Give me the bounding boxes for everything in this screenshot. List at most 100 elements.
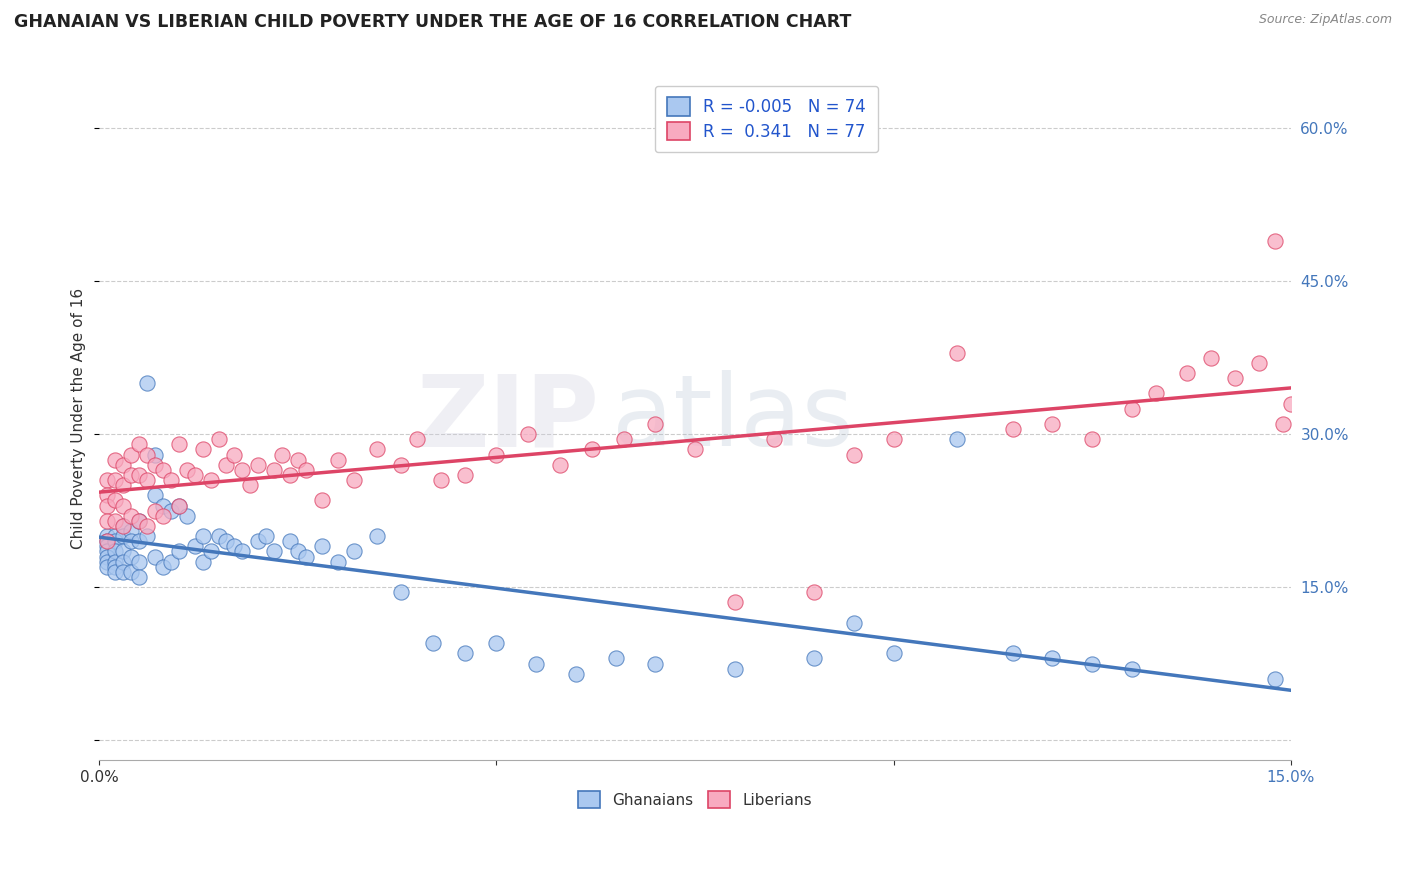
Point bbox=[389, 585, 412, 599]
Point bbox=[96, 473, 118, 487]
Point bbox=[96, 488, 118, 502]
Point bbox=[224, 539, 246, 553]
Point bbox=[112, 555, 135, 569]
Point bbox=[167, 437, 190, 451]
Point bbox=[1081, 432, 1104, 446]
Point bbox=[128, 514, 150, 528]
Point bbox=[128, 467, 150, 482]
Point bbox=[231, 463, 253, 477]
Point bbox=[136, 448, 159, 462]
Point bbox=[120, 534, 142, 549]
Point bbox=[104, 559, 127, 574]
Point bbox=[191, 555, 214, 569]
Point bbox=[152, 499, 174, 513]
Point bbox=[96, 559, 118, 574]
Point bbox=[278, 534, 301, 549]
Point bbox=[104, 534, 127, 549]
Point bbox=[112, 529, 135, 543]
Point bbox=[215, 534, 238, 549]
Text: Source: ZipAtlas.com: Source: ZipAtlas.com bbox=[1258, 13, 1392, 27]
Point bbox=[548, 458, 571, 472]
Point bbox=[946, 432, 969, 446]
Point bbox=[96, 544, 118, 558]
Point bbox=[136, 529, 159, 543]
Point bbox=[183, 539, 205, 553]
Point bbox=[1271, 417, 1294, 431]
Point bbox=[112, 565, 135, 579]
Point bbox=[422, 636, 444, 650]
Point bbox=[295, 549, 318, 564]
Point bbox=[803, 585, 825, 599]
Point bbox=[96, 555, 118, 569]
Point bbox=[96, 499, 118, 513]
Point bbox=[1001, 422, 1024, 436]
Point bbox=[430, 473, 453, 487]
Point bbox=[167, 544, 190, 558]
Point bbox=[152, 463, 174, 477]
Point bbox=[366, 442, 388, 457]
Point bbox=[112, 519, 135, 533]
Point bbox=[200, 473, 222, 487]
Legend: Ghanaians, Liberians: Ghanaians, Liberians bbox=[572, 785, 818, 814]
Point bbox=[128, 437, 150, 451]
Point bbox=[96, 549, 118, 564]
Point bbox=[207, 529, 229, 543]
Point bbox=[1175, 366, 1198, 380]
Point bbox=[278, 467, 301, 482]
Point bbox=[120, 508, 142, 523]
Point bbox=[143, 549, 166, 564]
Point bbox=[215, 458, 238, 472]
Point bbox=[191, 442, 214, 457]
Point bbox=[1264, 672, 1286, 686]
Point bbox=[1144, 386, 1167, 401]
Point bbox=[485, 636, 508, 650]
Point bbox=[311, 493, 333, 508]
Point bbox=[207, 432, 229, 446]
Point bbox=[406, 432, 429, 446]
Point bbox=[1247, 356, 1270, 370]
Point bbox=[136, 376, 159, 391]
Point bbox=[96, 539, 118, 553]
Point bbox=[581, 442, 603, 457]
Point bbox=[96, 534, 118, 549]
Point bbox=[128, 555, 150, 569]
Point bbox=[517, 427, 540, 442]
Point bbox=[612, 432, 634, 446]
Point bbox=[1121, 401, 1143, 416]
Text: ZIP: ZIP bbox=[416, 370, 600, 467]
Point bbox=[96, 514, 118, 528]
Point bbox=[104, 529, 127, 543]
Point bbox=[311, 539, 333, 553]
Point bbox=[287, 544, 309, 558]
Point bbox=[112, 478, 135, 492]
Point bbox=[120, 549, 142, 564]
Point bbox=[326, 452, 349, 467]
Point bbox=[176, 508, 198, 523]
Point bbox=[112, 544, 135, 558]
Point bbox=[724, 595, 747, 609]
Point bbox=[287, 452, 309, 467]
Point bbox=[763, 432, 786, 446]
Point bbox=[128, 534, 150, 549]
Point bbox=[524, 657, 547, 671]
Point bbox=[326, 555, 349, 569]
Point bbox=[96, 534, 118, 549]
Point bbox=[136, 473, 159, 487]
Point bbox=[1121, 662, 1143, 676]
Point bbox=[1040, 651, 1063, 665]
Point bbox=[104, 473, 127, 487]
Point bbox=[295, 463, 318, 477]
Point bbox=[128, 570, 150, 584]
Point bbox=[946, 345, 969, 359]
Point bbox=[565, 666, 588, 681]
Point bbox=[247, 534, 270, 549]
Point bbox=[1279, 396, 1302, 410]
Point bbox=[136, 519, 159, 533]
Point bbox=[454, 467, 477, 482]
Point bbox=[143, 448, 166, 462]
Point bbox=[160, 503, 183, 517]
Point bbox=[128, 514, 150, 528]
Point bbox=[644, 417, 666, 431]
Point bbox=[1199, 351, 1222, 365]
Point bbox=[160, 473, 183, 487]
